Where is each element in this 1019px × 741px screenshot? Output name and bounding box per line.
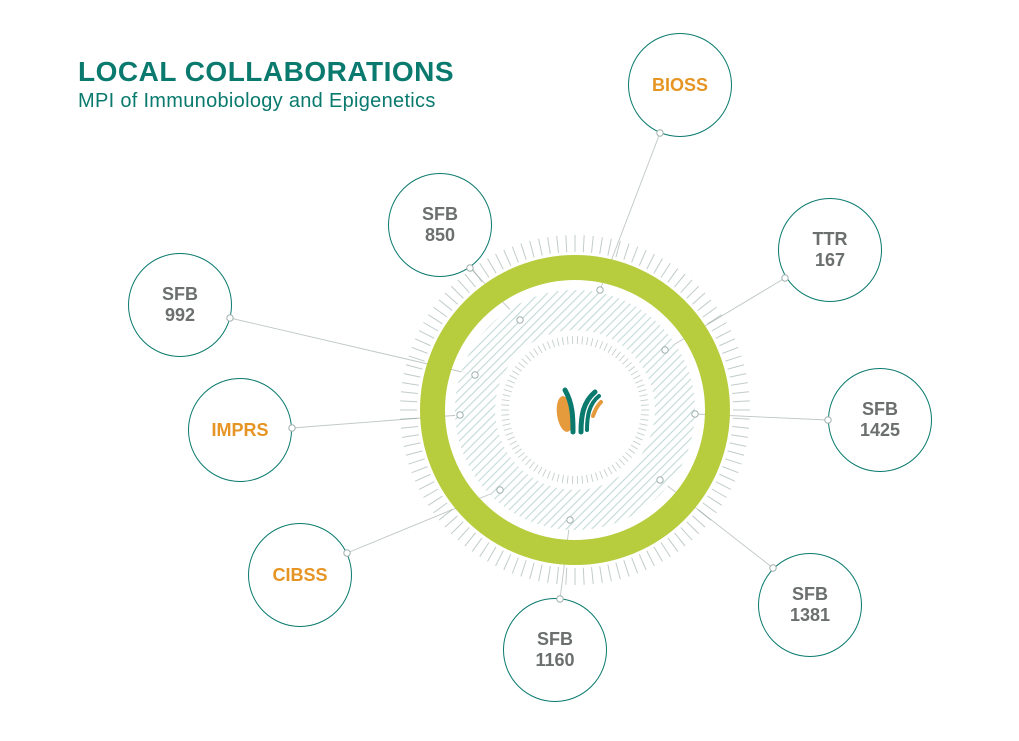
node-label-sfb1381: SFB1381 <box>790 584 830 625</box>
node-sfb1425: SFB1425 <box>828 368 932 472</box>
node-label-sfb850: SFB850 <box>422 204 458 245</box>
node-ttr167: TTR167 <box>778 198 882 302</box>
node-label-sfb1425: SFB1425 <box>860 399 900 440</box>
node-sfb1160: SFB1160 <box>503 598 607 702</box>
node-label-ttr167: TTR167 <box>813 229 848 270</box>
node-sfb1381: SFB1381 <box>758 553 862 657</box>
node-label-sfb1160: SFB1160 <box>535 629 574 670</box>
node-bioss: BIOSS <box>628 33 732 137</box>
center-logo-icon <box>555 390 601 433</box>
node-sfb992: SFB992 <box>128 253 232 357</box>
node-label-imprs: IMPRS <box>211 420 268 441</box>
node-cibss: CIBSS <box>248 523 352 627</box>
node-label-cibss: CIBSS <box>272 565 327 586</box>
node-label-bioss: BIOSS <box>652 75 708 96</box>
node-imprs: IMPRS <box>188 378 292 482</box>
diagram-canvas: LOCAL COLLABORATIONS MPI of Immunobiolog… <box>0 0 1019 741</box>
title-block: LOCAL COLLABORATIONS MPI of Immunobiolog… <box>78 56 454 113</box>
title-subtitle: MPI of Immunobiology and Epigenetics <box>78 90 454 113</box>
title-main: LOCAL COLLABORATIONS <box>78 56 454 88</box>
node-sfb850: SFB850 <box>388 173 492 277</box>
node-label-sfb992: SFB992 <box>162 284 198 325</box>
